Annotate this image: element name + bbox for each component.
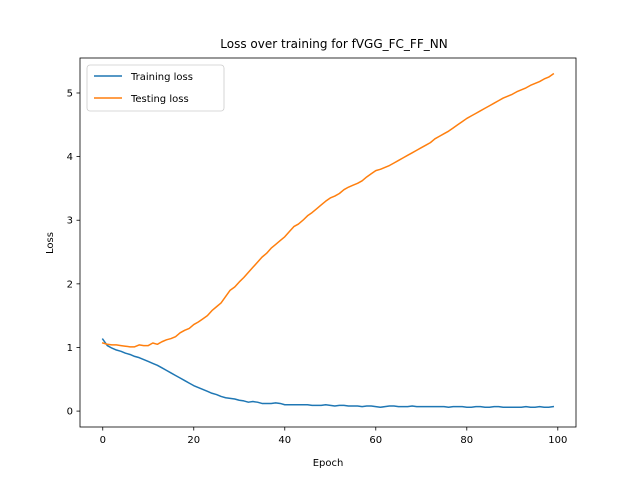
x-tick-label: 80 [460,435,473,446]
x-axis: 0 20 40 60 80 100 [100,427,567,446]
y-tick-label: 0 [67,407,73,418]
x-tick-label: 20 [187,435,200,446]
y-axis-label: Loss [45,232,56,254]
x-tick-label: 100 [548,435,567,446]
series-line-0 [101,338,555,409]
series-line-1 [101,72,555,348]
legend-label-1: Testing loss [130,94,189,105]
x-tick-label: 40 [278,435,291,446]
y-tick-label: 4 [67,152,73,163]
y-tick-label: 3 [67,216,73,227]
y-tick-label: 5 [67,88,73,99]
legend: Training loss Testing loss [86,64,225,112]
axes-frame [79,57,577,428]
y-axis: 0 1 2 3 4 5 [67,88,80,418]
y-tick-label: 2 [67,279,73,290]
chart-title: Loss over training for fVGG_FC_FF_NN [220,37,447,51]
x-tick-label: 0 [100,435,106,446]
y-tick-label: 1 [67,343,73,354]
legend-label-0: Training loss [130,72,193,83]
x-tick-label: 60 [369,435,382,446]
x-axis-label: Epoch [313,458,344,469]
